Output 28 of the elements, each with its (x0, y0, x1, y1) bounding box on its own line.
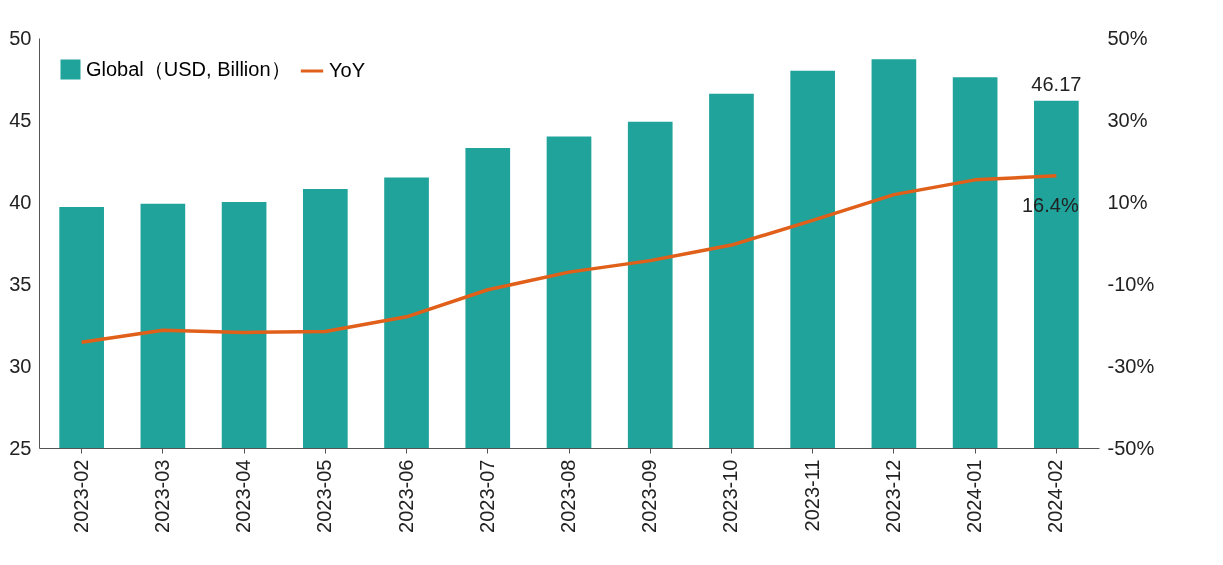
x-tick-label: 2023-07 (475, 459, 498, 533)
y2-tick-label: 30% (1107, 108, 1148, 131)
x-tick-label: 2023-03 (150, 459, 173, 533)
legend-label: Global（USD, Billion） (86, 57, 291, 80)
y2-tick-label: -30% (1107, 354, 1155, 377)
x-tick-label: 2023-10 (719, 459, 742, 533)
y-tick-label: 25 (9, 436, 32, 459)
y-tick-label: 50 (9, 26, 32, 49)
x-tick-label: 2023-09 (638, 459, 661, 533)
y2-tick-label: 50% (1107, 26, 1148, 49)
y2-tick-label: -50% (1107, 436, 1155, 459)
x-tick-label: 2024-01 (963, 459, 986, 533)
y2-tick-label: -10% (1107, 272, 1155, 295)
x-tick-label: 2023-08 (557, 459, 579, 533)
legend-label: YoY (329, 59, 365, 81)
y-tick-label: 40 (9, 190, 32, 213)
y-tick-label: 35 (9, 272, 32, 295)
y2-tick-label: 10% (1107, 190, 1148, 213)
x-tick-label: 2023-05 (313, 459, 336, 533)
data-label: 46.17 (1031, 72, 1082, 95)
y-tick-label: 45 (9, 108, 32, 131)
x-tick-label: 2023-02 (69, 459, 92, 533)
y-tick-label: 30 (9, 354, 32, 377)
x-tick-label: 2023-12 (881, 459, 904, 533)
x-tick-label: 2023-11 (800, 459, 823, 532)
x-tick-label: 2024-02 (1044, 459, 1067, 533)
x-tick-label: 2023-06 (394, 459, 417, 533)
x-tick-label: 2023-04 (232, 459, 255, 533)
